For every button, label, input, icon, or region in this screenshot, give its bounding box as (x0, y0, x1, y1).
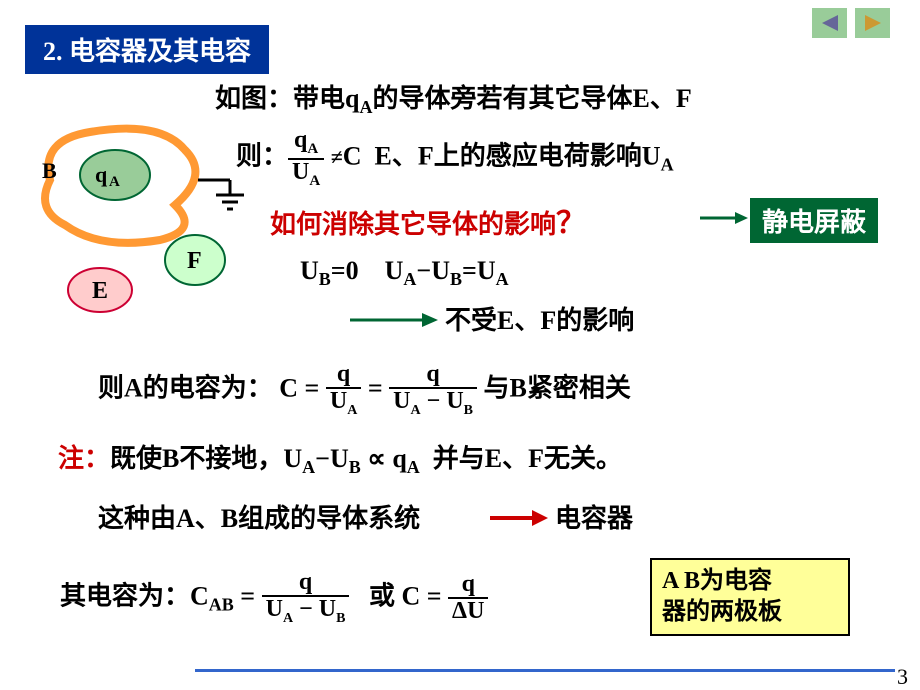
svg-text:q: q (95, 162, 108, 187)
line-5: 不受E、F的影响 (445, 300, 634, 337)
arrow-not-affected-icon (350, 310, 440, 330)
svg-text:B: B (42, 158, 57, 183)
svg-text:E: E (92, 278, 108, 304)
nav-buttons (812, 8, 890, 38)
line-9: 其电容为：CAB = qUA − UB 或 C = qΔU (60, 570, 488, 627)
nav-prev-button[interactable] (812, 8, 847, 38)
svg-text:F: F (187, 248, 202, 274)
arrow-capacitor-icon (490, 508, 550, 528)
footer-divider (195, 669, 895, 672)
page-number: 3 (897, 664, 908, 690)
line-8b: 电容器 (555, 498, 633, 535)
line-2: 则：qAUA ≠C E、F上的感应电荷影响UA (236, 128, 674, 189)
shield-box: 静电屏蔽 (750, 198, 878, 243)
triangle-left-icon (820, 15, 840, 31)
line-7: 注：既使B不接地，UA−UB ∝ qA 并与E、F无关。 (58, 438, 622, 478)
line-4: UB=0 UA−UB=UA (300, 256, 509, 290)
line-1: 如图：带电qA的导体旁若有其它导体E、F (215, 78, 692, 118)
nav-next-button[interactable] (855, 8, 890, 38)
triangle-right-icon (863, 15, 883, 31)
section-title: 2. 电容器及其电容 (25, 25, 269, 74)
arrow-to-shield-icon (700, 208, 750, 228)
line-8a: 这种由A、B组成的导体系统 (98, 498, 420, 535)
plates-box: A B为电容器的两极板 (650, 558, 850, 636)
line-3-question: 如何消除其它导体的影响？ (270, 198, 586, 242)
line-6: 则A的电容为： C = qUA = qUA − UB 与B紧密相关 (98, 362, 631, 419)
svg-text:A: A (109, 174, 120, 190)
conductor-diagram: B q A E F (30, 120, 250, 320)
